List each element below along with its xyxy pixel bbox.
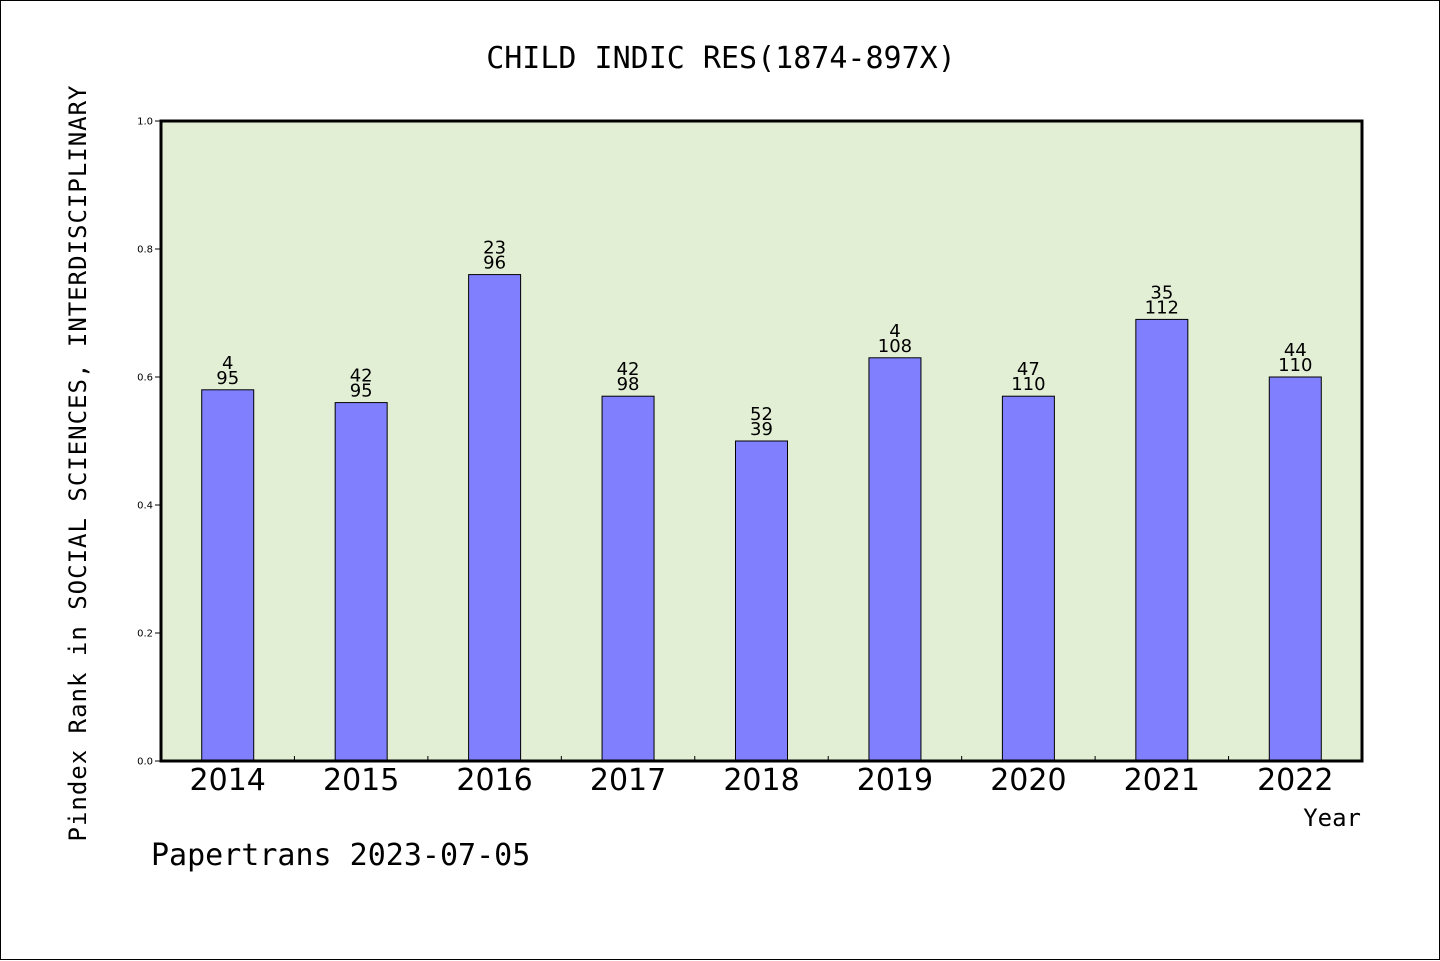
- y-tick-label: 0.8: [137, 245, 153, 256]
- bar-2021: [1135, 318, 1189, 762]
- x-tick-label: 2016: [456, 763, 532, 798]
- data-label-top: 52: [750, 404, 773, 425]
- y-tick-label: 1.0: [137, 117, 153, 128]
- footer-credit: Papertrans 2023-07-05: [151, 838, 530, 873]
- x-tick-label: 2019: [857, 763, 933, 798]
- y-tick-label: 0.2: [137, 629, 153, 640]
- y-tick-label: 0.4: [137, 501, 153, 512]
- data-label-top: 42: [350, 366, 373, 387]
- data-label-top: 35: [1150, 282, 1173, 303]
- y-tick-label: 0.0: [137, 757, 153, 768]
- data-label-top: 44: [1284, 340, 1307, 361]
- bar-2018: [735, 440, 788, 762]
- bar-2020: [1001, 395, 1055, 762]
- data-label-bottom: 95: [350, 381, 373, 402]
- y-axis-label: Pindex Rank in SOCIAL SCIENCES, INTERDIS…: [64, 84, 92, 841]
- data-label-bottom: 39: [750, 419, 773, 440]
- bar-2017: [601, 395, 655, 762]
- y-tick-label: 0.6: [137, 373, 153, 384]
- data-label-bottom: 110: [1278, 355, 1312, 376]
- bar-2016: [468, 274, 522, 762]
- data-label-top: 47: [1017, 359, 1040, 380]
- x-tick-label: 2022: [1257, 763, 1333, 798]
- chart-title: CHILD INDIC RES(1874-897X): [486, 41, 956, 76]
- data-label-bottom: 96: [483, 253, 506, 274]
- x-tick-label: 2021: [1124, 763, 1200, 798]
- data-label-bottom: 110: [1011, 374, 1045, 395]
- data-label-top: 4: [222, 353, 233, 374]
- x-tick-label: 2014: [190, 763, 266, 798]
- bar-2015: [334, 402, 388, 762]
- data-label-bottom: 108: [878, 336, 912, 357]
- x-axis-label: Year: [1303, 804, 1361, 832]
- data-label-bottom: 98: [617, 374, 640, 395]
- data-label-top: 4: [889, 321, 900, 342]
- data-label-bottom: 112: [1145, 297, 1179, 318]
- x-tick-label: 2015: [323, 763, 399, 798]
- plot-frame: [159, 119, 1364, 763]
- bar-2022: [1268, 376, 1322, 762]
- data-label-top: 23: [483, 238, 506, 259]
- x-tick-label: 2018: [723, 763, 799, 798]
- x-tick-label: 2020: [990, 763, 1066, 798]
- x-tick-label: 2017: [590, 763, 666, 798]
- y-axis-ticks: 0.0 0.2 0.4 0.6 0.8 1.0: [137, 117, 161, 768]
- data-label-top: 42: [617, 359, 640, 380]
- bars-group: [201, 274, 1322, 762]
- bar-2019: [868, 357, 922, 762]
- bar-2014: [201, 389, 255, 762]
- data-label-bottom: 95: [216, 368, 239, 389]
- x-axis-ticks: 2014 2015 2016 2017 2018 2019 2020 2021 2022: [190, 756, 1333, 798]
